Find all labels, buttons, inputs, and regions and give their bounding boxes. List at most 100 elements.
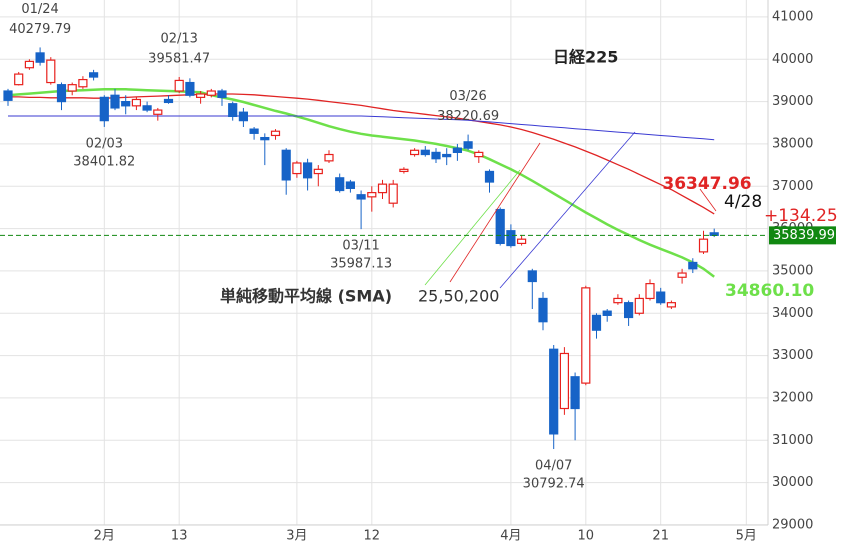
candle-body: [367, 192, 377, 198]
x-tick-label: 13: [171, 529, 188, 544]
last-date: 4/28: [724, 192, 762, 212]
sma-line: [8, 115, 715, 141]
candle-body: [131, 98, 141, 107]
annotation-value: 38220.69: [437, 109, 499, 124]
candle-body: [270, 130, 281, 137]
y-tick-label: 29000: [772, 517, 813, 532]
candle-body: [153, 109, 163, 115]
annotation-value: 40279.79: [9, 22, 71, 37]
x-tick-label: 2月: [94, 529, 115, 544]
candle-body: [452, 147, 462, 153]
candle-body: [431, 151, 441, 160]
legend-periods: 25,50,200: [418, 287, 499, 306]
candle-body: [538, 297, 548, 323]
candle-body: [110, 94, 120, 109]
candle-body: [634, 297, 644, 314]
annotation-date: 02/13: [160, 31, 197, 46]
candle-body: [3, 90, 13, 101]
candle-body: [196, 93, 206, 98]
candle-body: [313, 168, 323, 175]
x-tick-label: 12: [364, 529, 381, 544]
candle-body: [206, 90, 216, 96]
candle-body: [527, 270, 537, 283]
candle-body: [35, 52, 45, 63]
candle-body: [335, 177, 345, 192]
candle-body: [78, 78, 88, 88]
x-tick-label: 10: [578, 529, 595, 544]
annotation-date: 03/26: [449, 89, 486, 104]
x-tick-label: 4月: [500, 529, 521, 544]
y-tick-label: 38000: [772, 136, 813, 151]
candle-body: [99, 96, 109, 122]
y-tick-label: 37000: [772, 179, 813, 194]
legend-title: 単純移動平均線 (SMA): [220, 287, 392, 306]
y-tick-label: 39000: [772, 94, 813, 109]
annotation-date: 02/03: [86, 136, 123, 151]
candle-body: [591, 314, 602, 331]
sma-end-label: 36347.96: [662, 174, 751, 194]
candle-body: [442, 153, 452, 158]
candle-body: [174, 79, 184, 92]
candle-body: [163, 98, 174, 104]
candle-body: [217, 90, 227, 98]
candle-body: [281, 149, 291, 181]
candle-body: [410, 149, 420, 156]
annotation-value: 35987.13: [330, 257, 392, 272]
candle-body: [581, 287, 591, 384]
candle-body: [356, 194, 366, 200]
candle-body: [56, 84, 67, 103]
y-tick-label: 30000: [772, 475, 813, 490]
candle-body: [677, 272, 687, 278]
candle-body: [24, 60, 34, 69]
candle-body: [67, 84, 77, 92]
chart-title: 日経225: [553, 48, 618, 67]
last-price-label: 35839.99: [773, 228, 835, 243]
candle-body: [260, 136, 270, 141]
sma-end-label: 34860.10: [725, 281, 814, 301]
candle-body: [666, 302, 677, 308]
candle-body: [549, 348, 559, 435]
x-tick-label: 3月: [286, 529, 307, 544]
candle-body: [698, 238, 709, 253]
annotation-date: 04/07: [535, 459, 572, 474]
annotation-value: 39581.47: [148, 51, 210, 66]
candle-body: [474, 151, 484, 158]
price-leader: [699, 188, 717, 212]
candle-body: [420, 149, 430, 156]
candle-body: [656, 291, 666, 304]
annotation-date: 01/24: [21, 2, 58, 17]
candle-body: [506, 230, 516, 247]
candle-body: [292, 162, 302, 175]
candle-body: [303, 162, 313, 179]
y-tick-label: 40000: [772, 52, 813, 67]
candle-body: [399, 168, 409, 173]
annotation-value: 30792.74: [523, 477, 585, 492]
annotation-value: 38401.82: [73, 154, 135, 169]
candle-body: [495, 208, 505, 245]
candle-body: [516, 238, 527, 245]
sma-line: [7, 88, 715, 278]
candle-body: [645, 283, 655, 300]
candle-body: [602, 310, 612, 316]
x-tick-label: 5月: [736, 529, 757, 544]
candle-body: [570, 376, 580, 410]
candle-body: [623, 302, 634, 319]
candle-body: [185, 81, 195, 96]
candle-body: [688, 261, 698, 270]
candle-body: [324, 153, 334, 162]
candle-body: [46, 59, 56, 84]
x-tick-label: 21: [652, 529, 669, 544]
annotation-date: 03/11: [342, 239, 379, 254]
candle-body: [142, 105, 152, 111]
legend-leader: [449, 142, 541, 283]
candle-body: [228, 103, 238, 118]
legend-leader: [424, 169, 521, 286]
y-tick-label: 32000: [772, 390, 813, 405]
plot: [3, 47, 719, 450]
candle-body: [613, 297, 623, 304]
y-tick-label: 31000: [772, 433, 813, 448]
candle-body: [484, 170, 495, 183]
candle-body: [463, 141, 473, 149]
